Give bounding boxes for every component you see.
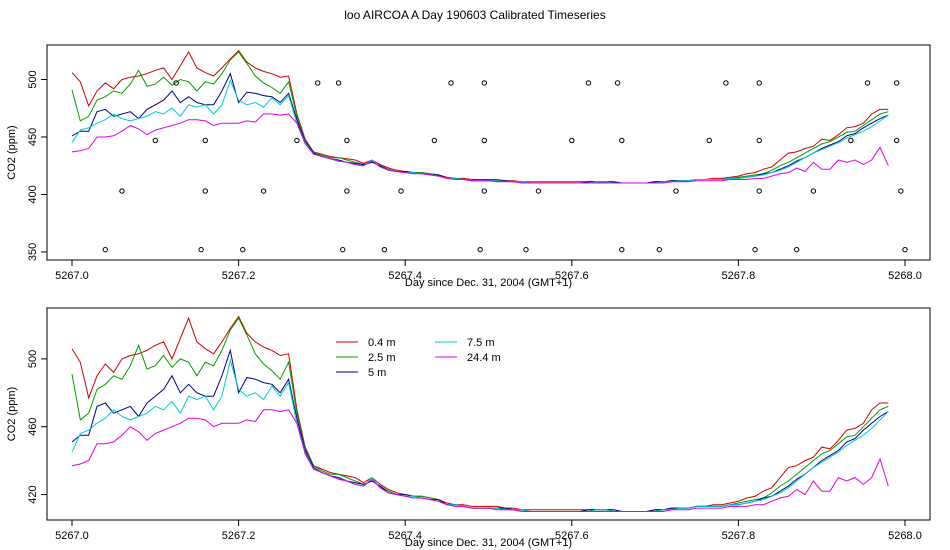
panel1-open-circle-marker	[619, 246, 625, 253]
legend-label: 24.4 m	[467, 352, 501, 364]
legend-label: 5 m	[368, 367, 386, 379]
panel1-x-tick-label: 5267.6	[555, 270, 589, 282]
panel1-open-circle-marker	[893, 137, 900, 144]
panel2-y-tick-label: 460	[27, 418, 39, 436]
panel1-series-line-2-5-m	[71, 51, 889, 184]
panel1-open-circle-marker	[431, 137, 438, 144]
panel1-y-tick-label: 350	[27, 243, 39, 261]
panel2-series-line-5-m	[71, 348, 889, 512]
panel1-x-tick-label: 5267.0	[55, 270, 89, 282]
panel1-open-circle-marker	[340, 246, 346, 253]
panel1-series-line-0-4-m	[71, 49, 889, 184]
panel2-x-tick-label: 5267.6	[555, 530, 589, 542]
panel1-y-tick-label: 500	[27, 70, 39, 88]
panel1-open-circle-marker	[481, 80, 488, 86]
panel1-open-circle-marker	[198, 246, 204, 253]
panel2-series-line-0-4-m	[71, 315, 889, 512]
panel1-open-circle-marker	[756, 137, 762, 144]
panel1-open-circle-marker	[893, 80, 900, 86]
panel2-series-line-7-5-m	[71, 358, 889, 512]
legend-label: 0.4 m	[368, 337, 396, 349]
panel1-open-circle-marker	[344, 137, 350, 144]
panel1-open-circle-marker	[810, 188, 817, 194]
panel1-open-circle-marker	[119, 188, 125, 194]
chart-title: loo AIRCOA A Day 190603 Calibrated Times…	[344, 8, 606, 22]
panel2-y-axis-label: CO2 (ppm)	[6, 387, 18, 441]
panel1-series-line-24-4-m	[71, 113, 889, 184]
panel1-x-tick-label: 5267.8	[722, 270, 756, 282]
panel1-open-circle-marker	[706, 137, 712, 144]
panel1-open-circle-marker	[335, 80, 342, 86]
panel1-open-circle-marker	[585, 80, 592, 86]
panel1-open-circle-marker	[481, 188, 488, 194]
panel1-series-line-5-m	[71, 72, 889, 184]
panel1-open-circle-marker	[902, 246, 908, 253]
panel1-open-circle-marker	[152, 137, 158, 144]
panel1-open-circle-marker	[619, 137, 625, 144]
panel1-open-circle-marker	[569, 137, 575, 144]
panel1-open-circle-marker	[535, 188, 542, 194]
panel1-open-circle-marker	[477, 246, 483, 253]
panel2-series-line-24-4-m	[71, 409, 889, 512]
legend-label: 7.5 m	[467, 337, 495, 349]
panel1-open-circle-marker	[673, 188, 679, 194]
panel1-open-circle-marker	[294, 137, 300, 144]
panel1-x-axis-label: Day since Dec. 31, 2004 (GMT+1)	[405, 277, 572, 289]
panel1-open-circle-marker	[848, 137, 854, 144]
panel2-plot-frame	[46, 307, 931, 521]
panel1-open-circle-marker	[448, 80, 454, 86]
panel1-x-tick-label: 5267.2	[222, 270, 256, 282]
panel1-y-tick-label: 450	[27, 128, 39, 146]
panel1-open-circle-marker	[756, 80, 762, 86]
panel1-open-circle-marker	[481, 137, 488, 144]
panel1-open-circle-marker	[202, 137, 208, 144]
panel1-y-axis-label: CO2 (ppm)	[6, 125, 18, 179]
panel1-open-circle-marker	[260, 188, 267, 194]
panel2-x-tick-label: 5267.2	[222, 530, 256, 542]
panel2-x-tick-label: 5267.4	[388, 530, 422, 542]
panel1-series-line-7-5-m	[71, 79, 889, 184]
panel1-open-circle-marker	[398, 188, 404, 194]
panel2-y-tick-label: 500	[27, 350, 39, 368]
panel1-open-circle-marker	[794, 246, 800, 253]
panel1-open-circle-marker	[614, 80, 621, 86]
panel1-open-circle-marker	[315, 80, 321, 86]
panel1-y-tick-label: 400	[27, 185, 39, 203]
panel1-open-circle-marker	[864, 80, 871, 86]
panel1-open-circle-marker	[523, 246, 529, 253]
panel1-open-circle-marker	[752, 246, 758, 253]
panel1-open-circle-marker	[202, 188, 208, 194]
panel1-open-circle-marker	[102, 246, 109, 253]
panel1-open-circle-marker	[344, 188, 350, 194]
panel2-x-tick-label: 5267.8	[722, 530, 756, 542]
legend-label: 2.5 m	[368, 352, 396, 364]
panel1-open-circle-marker	[898, 188, 904, 194]
panel2-x-axis-label: Day since Dec. 31, 2004 (GMT+1)	[405, 537, 572, 549]
panel1-x-tick-label: 5268.0	[888, 270, 922, 282]
panel2-y-tick-label: 420	[27, 485, 39, 503]
panel1-plot-frame	[46, 44, 931, 261]
panel1-open-circle-marker	[240, 246, 246, 253]
panel1-x-tick-label: 5267.4	[388, 270, 422, 282]
panel1-open-circle-marker	[381, 246, 388, 253]
panel2-x-tick-label: 5267.0	[55, 530, 89, 542]
panel1-open-circle-marker	[656, 246, 662, 253]
panel1-open-circle-marker	[756, 188, 762, 194]
panel1-open-circle-marker	[723, 80, 729, 86]
panel1-open-circle-marker	[173, 80, 179, 86]
panel2-x-tick-label: 5268.0	[888, 530, 922, 542]
